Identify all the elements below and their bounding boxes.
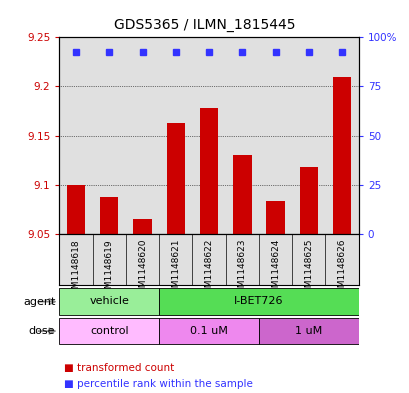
Text: GSM1148623: GSM1148623 bbox=[237, 239, 246, 299]
Text: GSM1148626: GSM1148626 bbox=[337, 239, 346, 299]
Text: control: control bbox=[90, 325, 128, 336]
Bar bbox=[67, 185, 85, 234]
Bar bbox=[100, 196, 118, 234]
Bar bbox=[258, 318, 358, 344]
Bar bbox=[266, 201, 284, 234]
Text: GSM1148618: GSM1148618 bbox=[72, 239, 81, 299]
Bar bbox=[133, 219, 151, 234]
Text: GSM1148625: GSM1148625 bbox=[303, 239, 312, 299]
Text: vehicle: vehicle bbox=[89, 296, 129, 306]
Text: GSM1148619: GSM1148619 bbox=[105, 239, 114, 299]
Text: GSM1148621: GSM1148621 bbox=[171, 239, 180, 299]
Bar bbox=[59, 288, 159, 315]
Bar bbox=[332, 77, 351, 234]
Bar bbox=[166, 123, 184, 234]
Text: GDS5365 / ILMN_1815445: GDS5365 / ILMN_1815445 bbox=[114, 18, 295, 32]
Bar bbox=[59, 318, 159, 344]
Text: agent: agent bbox=[23, 297, 55, 307]
Text: GSM1148622: GSM1148622 bbox=[204, 239, 213, 299]
Text: GSM1148620: GSM1148620 bbox=[138, 239, 147, 299]
Text: ■ transformed count: ■ transformed count bbox=[63, 364, 173, 373]
Text: 0.1 uM: 0.1 uM bbox=[190, 325, 227, 336]
Text: dose: dose bbox=[29, 326, 55, 336]
Text: 1 uM: 1 uM bbox=[294, 325, 322, 336]
Text: I-BET726: I-BET726 bbox=[234, 296, 283, 306]
Bar bbox=[159, 318, 258, 344]
Bar bbox=[159, 288, 358, 315]
Bar bbox=[200, 108, 218, 234]
Bar bbox=[299, 167, 317, 234]
Bar bbox=[233, 155, 251, 234]
Text: GSM1148624: GSM1148624 bbox=[270, 239, 279, 299]
Text: ■ percentile rank within the sample: ■ percentile rank within the sample bbox=[63, 379, 252, 389]
